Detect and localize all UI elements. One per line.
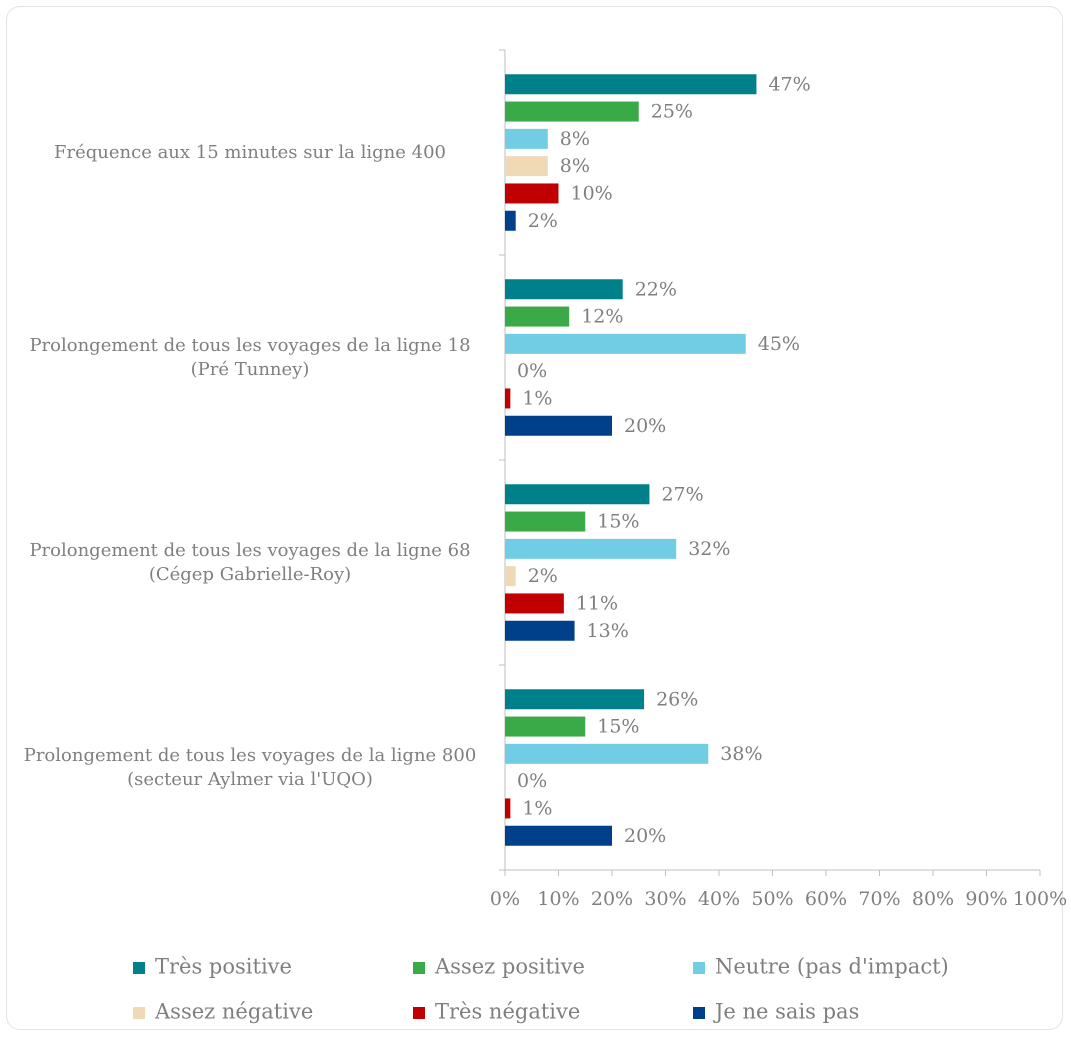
data-label: 15% [597,716,639,738]
legend-label: Je ne sais pas [713,1000,859,1024]
data-label: 22% [635,278,677,300]
legend-label: Très négative [435,1000,580,1024]
data-label: 8% [560,155,590,177]
x-tick-label: 0% [490,888,520,910]
bar [505,388,511,409]
bar [505,333,746,354]
bar [505,183,559,204]
x-tick-label: 70% [858,888,900,910]
data-label: 10% [571,182,613,204]
bar [505,484,650,505]
x-tick-label: 100% [1013,888,1067,910]
legend-label: Neutre (pas d'impact) [715,955,949,979]
data-label: 2% [528,210,558,232]
bar [505,538,677,559]
bar [505,620,575,641]
x-tick-label: 10% [537,888,579,910]
bar [505,415,612,436]
data-label: 38% [720,743,762,765]
legend-label: Assez négative [154,1000,313,1024]
data-label: 32% [688,538,730,560]
data-label: 11% [576,592,618,614]
bar [505,593,564,614]
bar [505,156,548,177]
legend-swatch [693,962,705,974]
bar [505,306,570,327]
data-label: 1% [522,387,552,409]
category-label: Prolongement de tous les voyages de la l… [23,744,477,790]
data-label: 8% [560,128,590,150]
bar [505,210,516,231]
x-tick-label: 40% [698,888,740,910]
legend-swatch [133,962,145,974]
data-label: 25% [651,101,693,123]
legend-swatch [413,962,425,974]
bar [505,743,709,764]
bar [505,566,516,587]
x-tick-label: 30% [644,888,686,910]
data-label: 20% [624,415,666,437]
data-label: 27% [661,483,703,505]
category-label: Prolongement de tous les voyages de la l… [29,334,471,380]
category-label: Fréquence aux 15 minutes sur la ligne 40… [54,141,446,163]
data-label: 13% [587,620,629,642]
data-label: 20% [624,825,666,847]
data-label: 47% [768,73,810,95]
category-label: Prolongement de tous les voyages de la l… [29,539,471,585]
x-tick-label: 80% [912,888,954,910]
data-label: 2% [528,565,558,587]
bar [505,128,548,149]
bar [505,825,612,846]
bar [505,511,586,532]
data-label: 0% [517,770,547,792]
x-tick-label: 90% [965,888,1007,910]
x-tick-label: 60% [805,888,847,910]
data-label: 12% [581,306,623,328]
bar [505,798,511,819]
legend-swatch [413,1007,425,1019]
legend-swatch [133,1007,145,1019]
legend-label: Très positive [155,955,292,979]
data-label: 1% [522,797,552,819]
x-tick-label: 50% [751,888,793,910]
legend-label: Assez positive [434,955,585,979]
card [6,6,1063,1030]
legend-swatch [693,1007,705,1019]
data-label: 0% [517,360,547,382]
data-label: 26% [656,688,698,710]
bar [505,101,639,122]
data-label: 45% [758,333,800,355]
x-tick-label: 20% [591,888,633,910]
bar [505,716,586,737]
data-label: 15% [597,511,639,533]
bar [505,689,645,710]
bar [505,279,623,300]
bar [505,74,757,95]
